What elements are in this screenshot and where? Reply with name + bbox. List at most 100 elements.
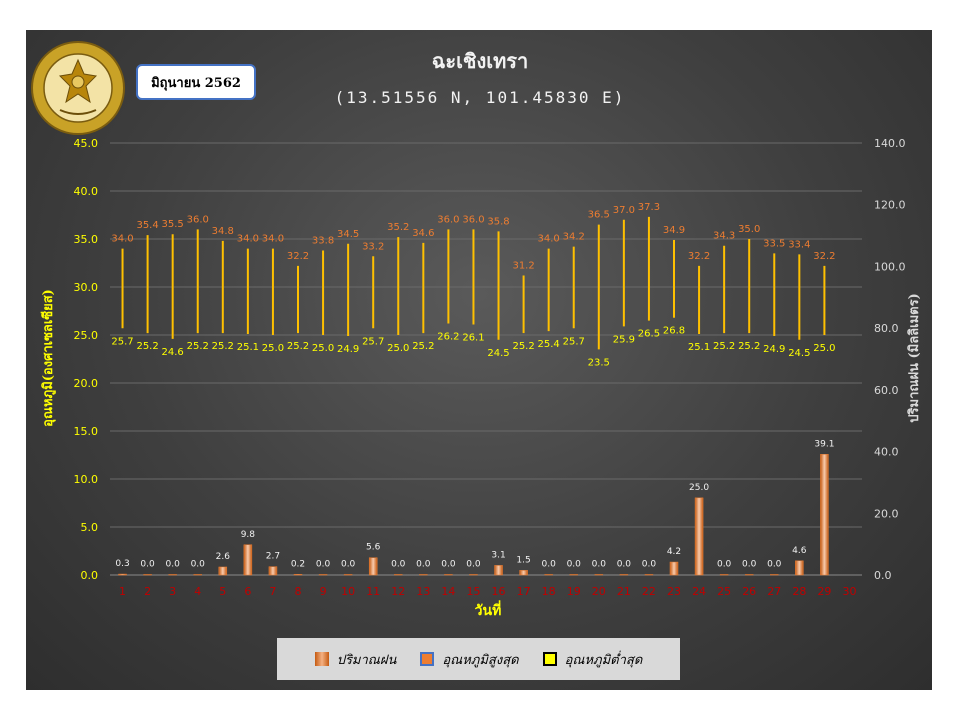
legend-label-max: อุณหภูมิสูงสุด — [442, 652, 519, 668]
legend-label-min: อุณหภูมิต่ำสุด — [564, 652, 643, 668]
y-tick-left: 45.0 — [74, 137, 99, 150]
min-temp-label: 24.6 — [162, 347, 184, 358]
x-tick: 26 — [742, 585, 756, 598]
min-temp-label: 25.1 — [237, 342, 259, 353]
min-temp-label: 25.2 — [713, 341, 735, 352]
max-temp-label: 34.0 — [538, 234, 560, 245]
left-axis-ticks: 0.0 5.0 10.0 15.0 20.0 25.0 30.0 35.0 40.0 45.0 — [74, 137, 99, 582]
max-temp-label: 35.2 — [387, 222, 409, 233]
x-tick: 30 — [842, 585, 856, 598]
x-tick: 24 — [692, 585, 706, 598]
rain-label: 0.0 — [542, 560, 557, 570]
max-temp-label: 35.5 — [162, 219, 184, 230]
rain-bar — [118, 573, 127, 576]
min-temp-label: 25.2 — [287, 341, 309, 352]
y-tick-left: 35.0 — [74, 233, 99, 246]
x-tick: 6 — [244, 585, 251, 598]
y-tick-right: 80.0 — [874, 322, 899, 335]
legend-swatch-rain — [314, 652, 329, 666]
x-tick: 29 — [817, 585, 831, 598]
rain-label: 0.0 — [466, 560, 481, 570]
min-temp-label: 24.9 — [763, 344, 785, 355]
min-temp-label: 25.2 — [136, 341, 158, 352]
x-tick: 19 — [567, 585, 581, 598]
rain-bar — [469, 574, 478, 576]
max-temp-label: 34.9 — [663, 225, 685, 236]
rain-label: 0.0 — [140, 560, 155, 570]
max-temp-label: 33.8 — [312, 236, 334, 247]
rain-label: 4.2 — [667, 547, 681, 557]
max-temp-label: 34.6 — [412, 228, 434, 239]
x-tick: 12 — [391, 585, 405, 598]
rain-label: 0.2 — [291, 559, 305, 569]
x-tick: 16 — [492, 585, 506, 598]
rain-bar — [770, 574, 779, 576]
x-tick: 22 — [642, 585, 656, 598]
min-temp-label: 25.7 — [362, 336, 384, 347]
x-tick: 13 — [416, 585, 430, 598]
max-temp-label: 34.0 — [262, 234, 284, 245]
rain-bar — [343, 574, 353, 576]
min-temp-label: 25.2 — [187, 341, 209, 352]
min-temp-label: 26.2 — [437, 331, 459, 342]
y-tick-right: 60.0 — [874, 384, 899, 397]
rain-label: 0.0 — [592, 560, 607, 570]
chart-legend: ปริมาณฝน อุณหภูมิสูงสุด อุณหภูมิต่ำสุด — [277, 638, 680, 680]
rain-bar — [519, 570, 528, 576]
month-label-box: มิถุนายน 2562 — [136, 64, 256, 100]
rain-label: 0.0 — [316, 560, 331, 570]
x-tick: 2 — [144, 585, 151, 598]
x-tick: 20 — [592, 585, 606, 598]
rain-bar — [318, 574, 328, 576]
chart-panel — [26, 30, 932, 690]
rain-bar — [644, 574, 654, 576]
y-tick-right: 0.0 — [874, 569, 892, 582]
y-tick-right: 20.0 — [874, 507, 899, 520]
min-temp-label: 25.2 — [512, 341, 534, 352]
rain-label: 3.1 — [491, 550, 505, 560]
rain-label: 0.0 — [391, 560, 406, 570]
legend-swatch-min — [542, 652, 557, 666]
max-temp-label: 37.3 — [638, 202, 660, 213]
rain-bar — [168, 574, 177, 576]
rain-label: 0.0 — [767, 560, 782, 570]
rain-bar — [544, 574, 553, 576]
y-tick-right: 140.0 — [874, 137, 906, 150]
min-temp-label: 26.1 — [462, 332, 484, 343]
legend-item-rain: ปริมาณฝน — [314, 649, 396, 670]
max-temp-label: 37.0 — [613, 205, 635, 216]
rain-label: 2.7 — [266, 552, 280, 562]
rain-bar — [569, 574, 578, 576]
x-tick: 1 — [119, 585, 126, 598]
max-temp-label: 32.2 — [688, 251, 710, 262]
x-tick: 27 — [767, 585, 781, 598]
max-temp-label: 34.8 — [212, 226, 234, 237]
rain-bar — [218, 566, 228, 576]
rain-label: 1.5 — [516, 555, 530, 565]
max-temp-label: 35.0 — [738, 224, 760, 235]
y-axis-label-right: ปริมาณฝน (มิลลิเมตร) — [907, 293, 922, 422]
min-temp-label: 23.5 — [588, 357, 610, 368]
x-tick: 14 — [441, 585, 455, 598]
max-temp-label: 32.2 — [813, 251, 835, 262]
max-temp-label: 34.2 — [563, 232, 585, 243]
y-tick-left: 40.0 — [74, 185, 99, 198]
min-temp-label: 25.0 — [387, 343, 409, 354]
rain-bar — [143, 574, 152, 576]
min-temp-label: 25.4 — [538, 339, 560, 350]
rain-label: 9.8 — [241, 530, 256, 540]
x-tick: 21 — [617, 585, 631, 598]
x-tick: 15 — [466, 585, 480, 598]
max-temp-label: 33.2 — [362, 241, 384, 252]
x-axis-label: วันที่ — [475, 600, 502, 619]
gridlines — [110, 142, 862, 576]
rain-bar — [795, 560, 804, 576]
chart-subtitle: (13.51556 N, 101.45830 E) — [335, 88, 626, 107]
rain-label: 0.0 — [191, 560, 206, 570]
max-temp-label: 33.5 — [763, 238, 785, 249]
max-temp-label: 34.0 — [111, 234, 133, 245]
rain-bar — [619, 574, 629, 576]
rain-bars — [118, 454, 829, 576]
rain-bar — [293, 574, 303, 576]
y-tick-left: 15.0 — [74, 425, 99, 438]
